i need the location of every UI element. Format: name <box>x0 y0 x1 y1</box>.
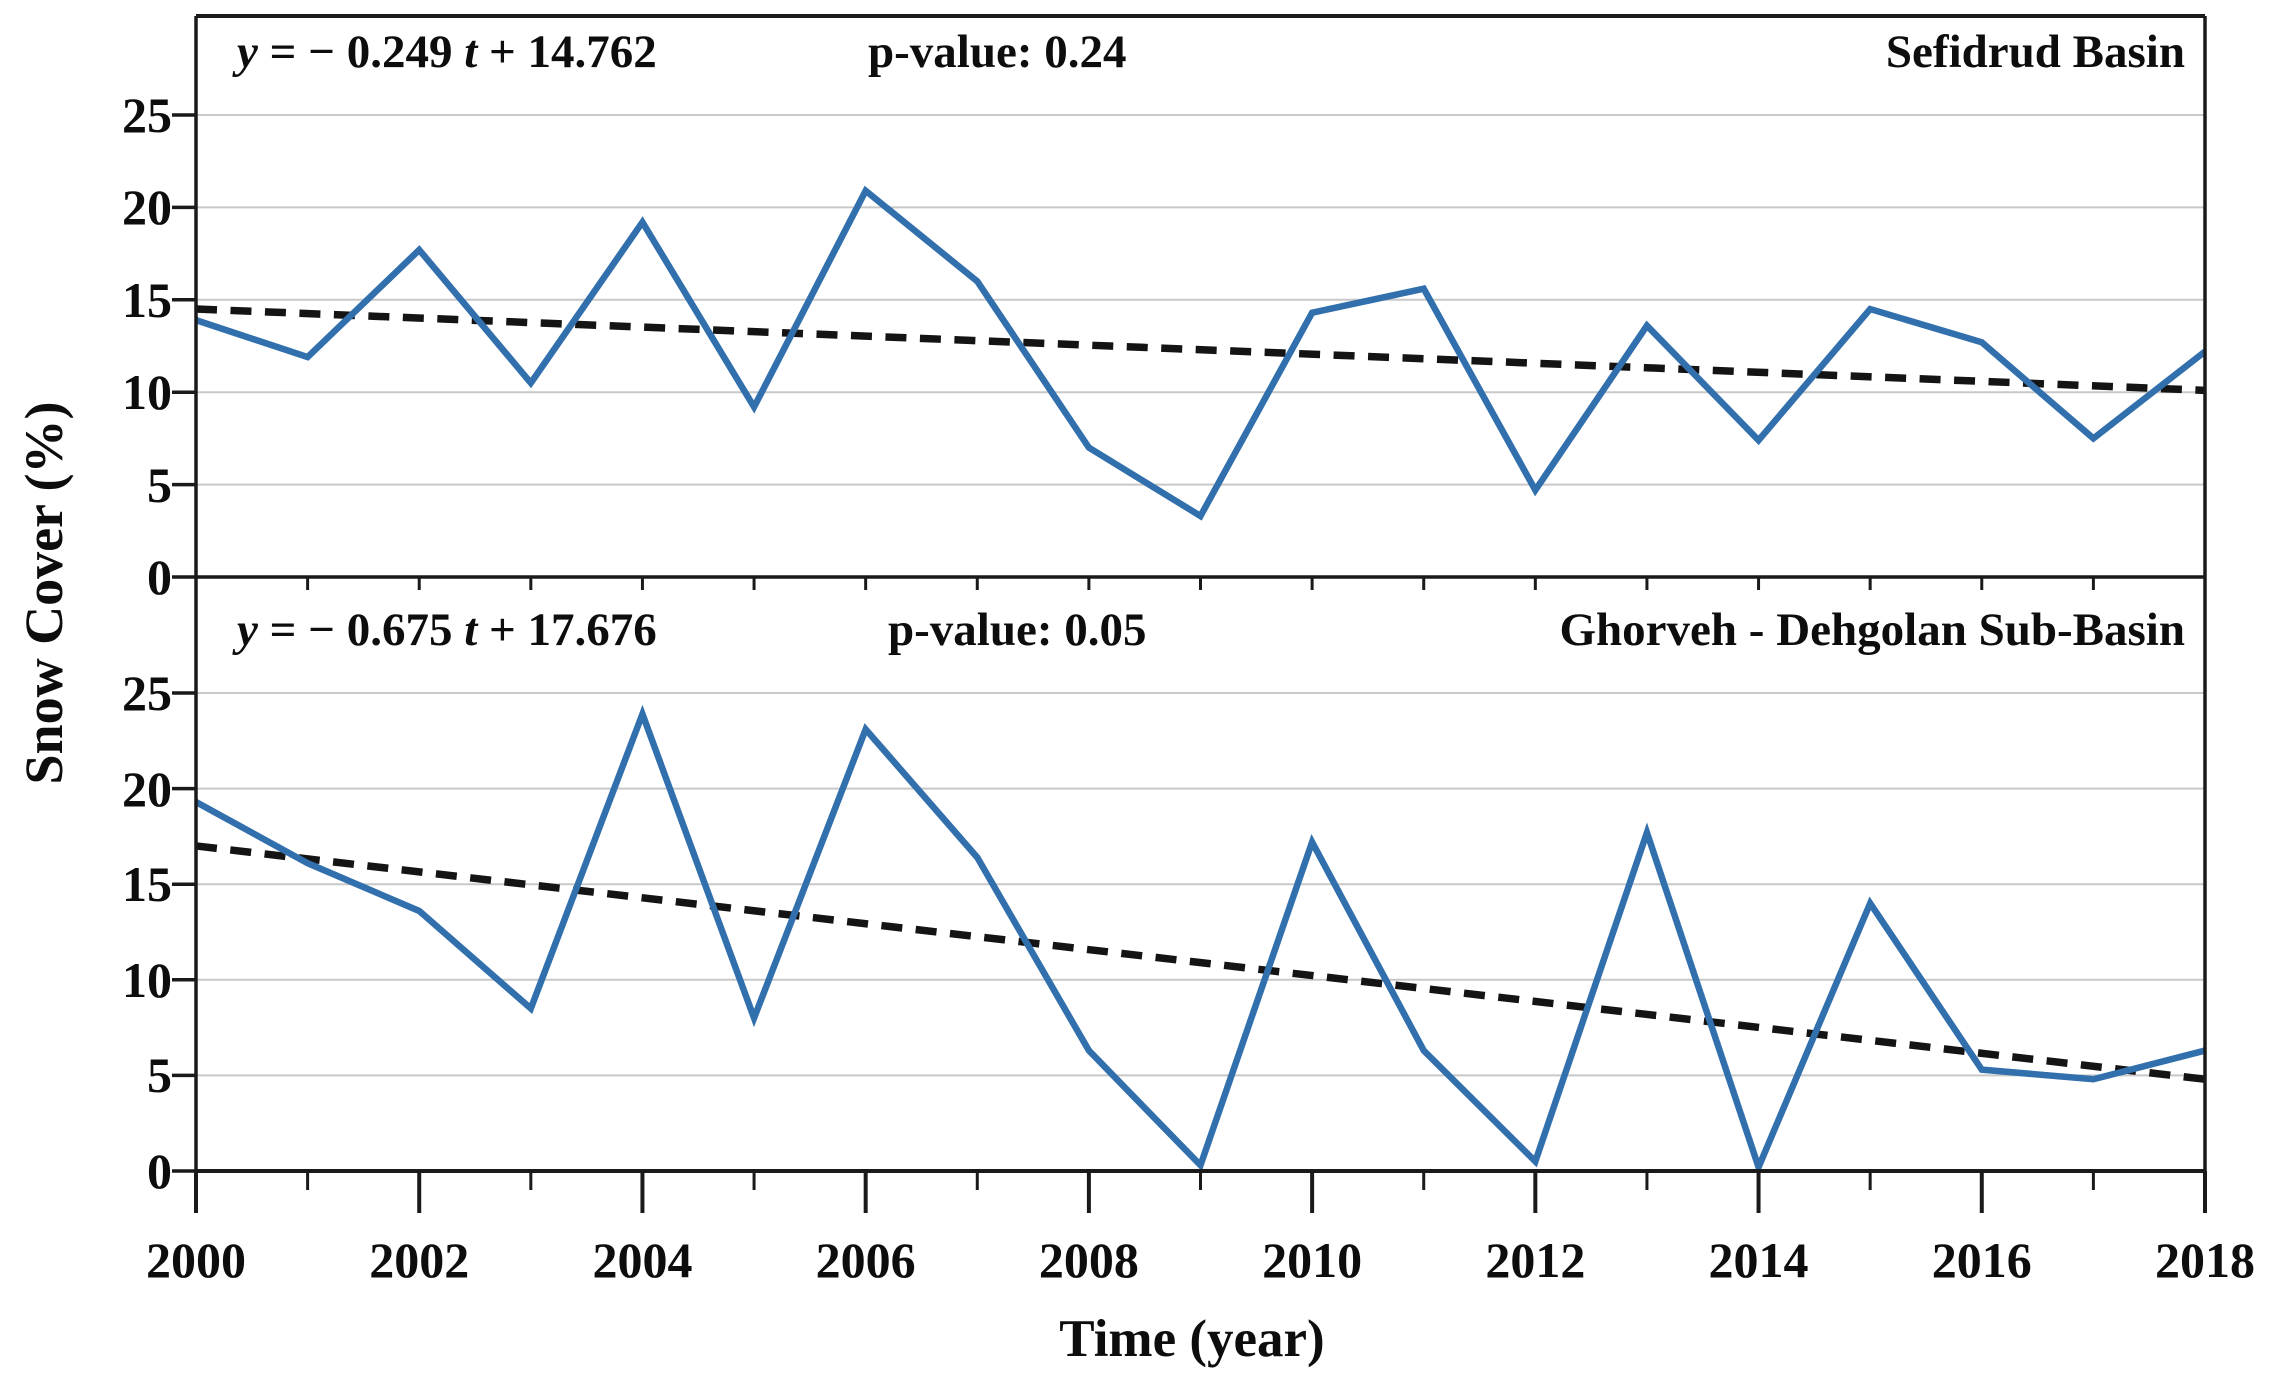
top-y-tick-label: 25 <box>122 87 172 143</box>
x-tick-label: 2002 <box>369 1232 470 1288</box>
x-tick-label: 2006 <box>815 1232 916 1288</box>
bottom-series-line <box>194 704 2206 1177</box>
bottom-y-tick-label: 25 <box>122 665 172 721</box>
bottom-y-tick-label: 15 <box>122 856 172 913</box>
x-tick-label: 2014 <box>1708 1232 1809 1288</box>
top-y-tick-label: 10 <box>122 364 172 421</box>
x-axis-title: Time (year) <box>1059 1310 1325 1368</box>
bottom-panel-title: Ghorveh - Dehgolan Sub-Basin <box>1559 604 2185 656</box>
equation-intercept-text: + 14.762 <box>477 26 657 78</box>
top-y-tick-label: 15 <box>122 271 172 328</box>
x-tick-label: 2008 <box>1038 1232 1139 1288</box>
equation-t-symbol: t <box>464 604 478 656</box>
equation-intercept-text: + 17.676 <box>477 604 657 656</box>
equation-slope-text: = − 0.675 <box>257 604 465 656</box>
x-tick-label: 2012 <box>1485 1232 1586 1288</box>
top-y-tick-label: 0 <box>147 549 172 605</box>
equation-slope-text: = − 0.249 <box>257 26 465 78</box>
equation-y-symbol: y <box>237 26 258 78</box>
top-panel-title: Sefidrud Basin <box>1885 26 2185 78</box>
bottom-panel-equation: y = − 0.675 t + 17.676 <box>237 604 657 657</box>
top-panel-equation: y = − 0.249 t + 14.762 <box>237 26 657 79</box>
x-tick-label: 2018 <box>2155 1232 2255 1288</box>
x-tick-label: 2000 <box>146 1232 246 1288</box>
top-series-line <box>194 185 2207 521</box>
equation-t-symbol: t <box>464 26 478 78</box>
bottom-y-tick-label: 5 <box>147 1047 172 1104</box>
top-trend-line <box>195 305 2206 395</box>
bottom-y-tick-label: 10 <box>122 951 172 1008</box>
bottom-trend-line <box>195 842 2206 1083</box>
top-y-tick-label: 5 <box>147 456 172 513</box>
top-panel-pvalue: p-value: 0.24 <box>868 26 1127 78</box>
top-y-tick-label: 20 <box>122 179 172 236</box>
bottom-y-tick-label: 20 <box>122 760 172 817</box>
bottom-panel-pvalue: p-value: 0.05 <box>888 604 1147 656</box>
bottom-y-tick-label: 0 <box>147 1143 172 1199</box>
x-tick-label: 2004 <box>592 1232 693 1288</box>
x-tick-label: 2010 <box>1262 1232 1363 1288</box>
equation-y-symbol: y <box>237 604 258 656</box>
x-tick-label: 2016 <box>1931 1232 2032 1288</box>
